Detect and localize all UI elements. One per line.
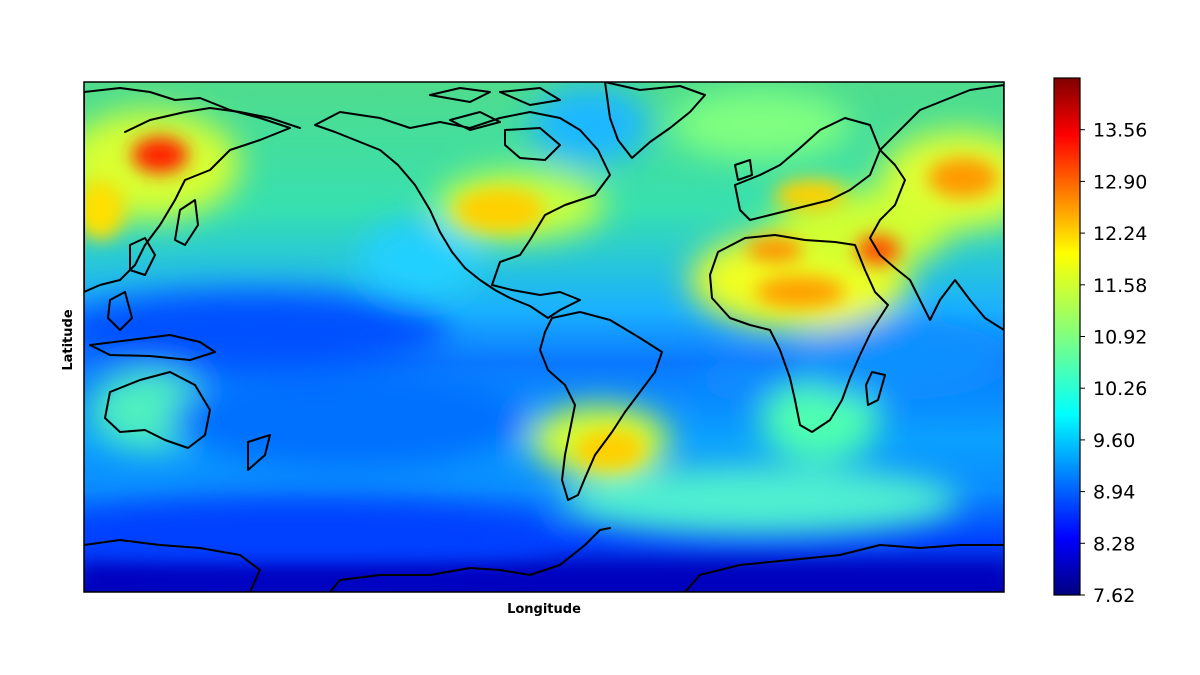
colorbar-tick-label: 10.92 <box>1093 327 1147 349</box>
x-axis-label: Longitude <box>507 602 581 617</box>
colorbar-tick-label: 13.56 <box>1093 120 1147 142</box>
coastlines <box>84 82 1004 592</box>
coast-africa <box>709 234 889 433</box>
colorbar-tick-label: 11.58 <box>1093 275 1147 297</box>
colorbar-gradient <box>1053 77 1081 596</box>
colorbar-tick-label: 7.62 <box>1093 585 1135 607</box>
y-axis-label: Latitude <box>61 309 76 371</box>
colorbar-tick-label: 8.28 <box>1093 533 1135 555</box>
coast-australia <box>104 371 211 449</box>
coast-north-america <box>314 111 611 319</box>
colorbar-tick-label: 8.94 <box>1093 482 1135 504</box>
colorbar: 7.62 8.28 8.94 9.60 10.26 10.92 11.58 12.24 12.9… <box>1053 77 1147 607</box>
coast-antarctica <box>84 539 261 592</box>
map-frame <box>83 81 1005 593</box>
colorbar-ticks: 7.62 8.28 8.94 9.60 10.26 10.92 11.58 12.24 12.9… <box>1080 120 1147 607</box>
colorbar-tick-label: 9.60 <box>1093 430 1135 452</box>
coast-east-asia <box>84 87 291 293</box>
coast-south-america <box>539 311 663 501</box>
coast-asia <box>869 84 1004 331</box>
colorbar-tick-label: 12.90 <box>1093 171 1147 193</box>
colorbar-tick-label: 12.24 <box>1093 223 1147 245</box>
colorbar-tick-label: 10.26 <box>1093 378 1147 400</box>
coast-greenland <box>604 82 706 159</box>
coast-europe <box>734 117 881 221</box>
